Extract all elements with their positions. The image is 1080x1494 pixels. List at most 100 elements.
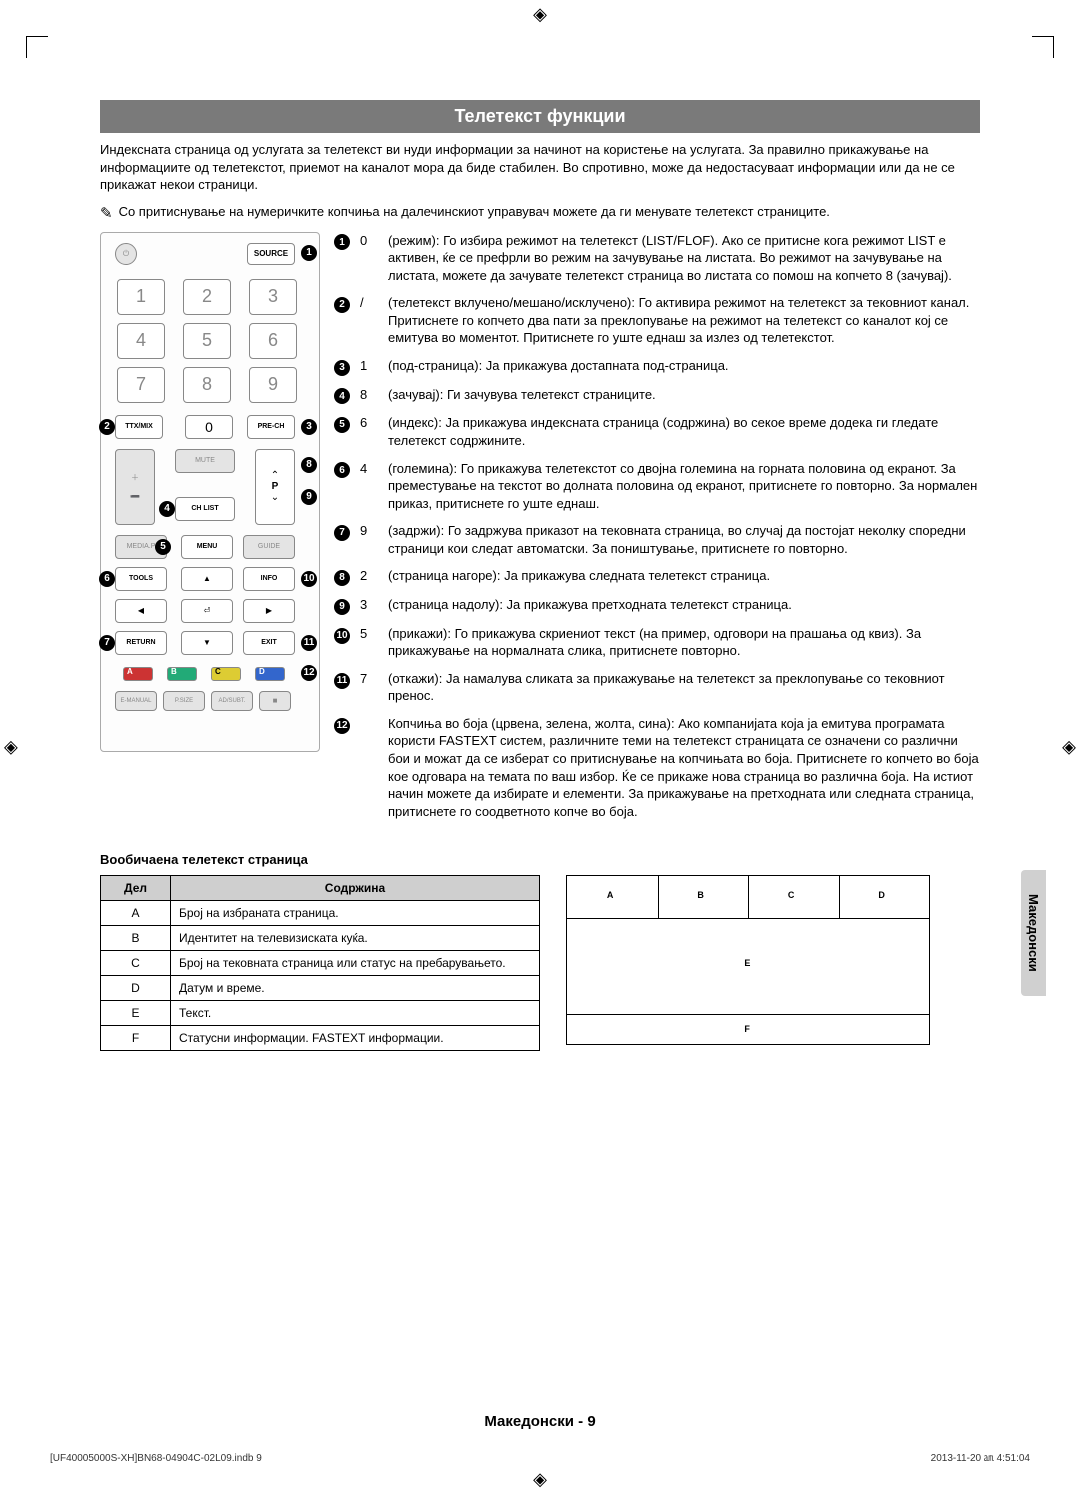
- desc-num: 2: [360, 567, 378, 586]
- desc-num: 4: [360, 460, 378, 513]
- color-d-label: D: [259, 667, 265, 676]
- cell-part: B: [101, 926, 171, 951]
- desc-item-12: 12 Копчиња во боја (црвена, зелена, жолт…: [334, 715, 980, 820]
- desc-item-4: 4 8 (зачувај): Ги зачувува телетекст стр…: [334, 386, 980, 405]
- desc-badge: 10: [334, 625, 350, 660]
- desc-badge: 8: [334, 567, 350, 586]
- ok-button: ⏎: [181, 599, 233, 623]
- page-title: Телетекст функции: [100, 100, 980, 133]
- footer-right: 2013-11-20 ㏂ 4:51:04: [931, 1449, 1030, 1464]
- footer-left: [UF40005000S-XH]BN68-04904C-02L09.indb 9: [50, 1453, 262, 1464]
- desc-badge: 2: [334, 294, 350, 347]
- lower-row: Дел Содржина AБрој на избраната страница…: [100, 875, 980, 1051]
- desc-item-8: 8 2 (страница нагоре): Ја прикажува след…: [334, 567, 980, 586]
- cell-content: Текст.: [171, 1001, 540, 1026]
- cell-part: A: [101, 901, 171, 926]
- layout-e: E: [744, 958, 750, 968]
- crop-mark-top: ◈: [533, 4, 547, 25]
- crop-mark-bottom: ◈: [533, 1469, 547, 1490]
- menu-button: MENU: [181, 535, 233, 559]
- desc-badge: 3: [334, 357, 350, 376]
- desc-item-3: 3 1 (под-страница): Ја прикажува достапн…: [334, 357, 980, 376]
- desc-num: 6: [360, 414, 378, 449]
- crop-corner-tr: [1032, 36, 1054, 58]
- desc-item-2: 2 / (телетекст вклучено/мешано/исклучено…: [334, 294, 980, 347]
- num-9: 9: [249, 367, 297, 403]
- desc-text: (страница нагоре): Ја прикажува следната…: [388, 567, 980, 586]
- num-0: 0: [185, 415, 233, 439]
- table-row: DДатум и време.: [101, 976, 540, 1001]
- callout-4: 4: [159, 501, 175, 517]
- language-tab: Македонски: [1021, 870, 1046, 996]
- th-content: Содржина: [171, 876, 540, 901]
- num-8: 8: [183, 367, 231, 403]
- emanual-button: E-MANUAL: [115, 691, 157, 711]
- note-row: ✎ Со притиснување на нумеричките копчиња…: [100, 204, 980, 222]
- source-button: SOURCE: [247, 243, 295, 265]
- cell-content: Број на тековната страница или статус на…: [171, 951, 540, 976]
- callout-10: 10: [301, 571, 317, 587]
- num-4: 4: [117, 323, 165, 359]
- desc-text: (под-страница): Ја прикажува достапната …: [388, 357, 980, 376]
- cell-part: D: [101, 976, 171, 1001]
- desc-item-5: 5 6 (индекс): Ја прикажува индексната ст…: [334, 414, 980, 449]
- desc-num: 7: [360, 670, 378, 705]
- power-button: ⏻: [115, 243, 137, 265]
- cell-content: Статусни информации. FASTEXT информации.: [171, 1026, 540, 1051]
- layout-b: B: [697, 890, 704, 900]
- psize-button: P.SIZE: [163, 691, 205, 711]
- main-row: ⏻ SOURCE 1 123456789 TTX/MIX 2 0 PRE-CH …: [100, 232, 980, 831]
- desc-badge: 9: [334, 596, 350, 615]
- desc-text: (откажи): Ја намалува сликата за прикажу…: [388, 670, 980, 705]
- crop-corner-tl: [26, 36, 48, 58]
- desc-text: (големина): Го прикажува телетекстот со …: [388, 460, 980, 513]
- num-1: 1: [117, 279, 165, 315]
- section-heading: Вообичаена телетекст страница: [100, 852, 980, 867]
- desc-item-10: 10 5 (прикажи): Го прикажува скриениот т…: [334, 625, 980, 660]
- desc-item-6: 6 4 (големина): Го прикажува телетекстот…: [334, 460, 980, 513]
- desc-badge: 6: [334, 460, 350, 513]
- note-icon: ✎: [100, 204, 113, 222]
- desc-num: 5: [360, 625, 378, 660]
- desc-item-1: 1 0 (режим): Го избира режимот на телете…: [334, 232, 980, 285]
- teletext-layout-diagram: A B C D E F: [566, 875, 930, 1045]
- callout-8: 8: [301, 457, 317, 473]
- cell-content: Датум и време.: [171, 976, 540, 1001]
- callout-2: 2: [99, 419, 115, 435]
- stop-button: ■: [259, 691, 291, 711]
- desc-text: (зачувај): Ги зачувува телетекст страниц…: [388, 386, 980, 405]
- callout-5: 5: [155, 539, 171, 555]
- p-rocker: ⌃P⌄: [255, 449, 295, 525]
- desc-badge: 1: [334, 232, 350, 285]
- desc-text: Копчиња во боја (црвена, зелена, жолта, …: [388, 715, 980, 820]
- return-button: RETURN: [115, 631, 167, 655]
- adsubt-button: AD/SUBT.: [211, 691, 253, 711]
- desc-badge: 11: [334, 670, 350, 705]
- volume-rocker: ＋➖: [115, 449, 155, 525]
- table-row: BИдентитет на телевизиската куќа.: [101, 926, 540, 951]
- table-row: CБрој на тековната страница или статус н…: [101, 951, 540, 976]
- callout-9: 9: [301, 489, 317, 505]
- crop-mark-right: ◈: [1062, 737, 1076, 758]
- ttx-button: TTX/MIX: [115, 415, 163, 439]
- up-arrow: ▲: [181, 567, 233, 591]
- chlist-button: CH LIST: [175, 497, 235, 521]
- color-a-label: A: [127, 667, 133, 676]
- num-2: 2: [183, 279, 231, 315]
- desc-num: /: [360, 294, 378, 347]
- cell-content: Број на избраната страница.: [171, 901, 540, 926]
- intro-text: Индексната страница од услугата за телет…: [100, 141, 980, 194]
- callout-3: 3: [301, 419, 317, 435]
- desc-num: 9: [360, 522, 378, 557]
- desc-text: (телетекст вклучено/мешано/исклучено): Г…: [388, 294, 980, 347]
- tools-button: TOOLS: [115, 567, 167, 591]
- desc-item-7: 7 9 (задржи): Го задржува приказот на те…: [334, 522, 980, 557]
- num-5: 5: [183, 323, 231, 359]
- layout-a: A: [607, 890, 614, 900]
- callout-12: 12: [301, 665, 317, 681]
- down-arrow: ▼: [181, 631, 233, 655]
- layout-c: C: [788, 890, 795, 900]
- desc-item-11: 11 7 (откажи): Ја намалува сликата за пр…: [334, 670, 980, 705]
- right-arrow: ▶: [243, 599, 295, 623]
- crop-mark-left: ◈: [4, 737, 18, 758]
